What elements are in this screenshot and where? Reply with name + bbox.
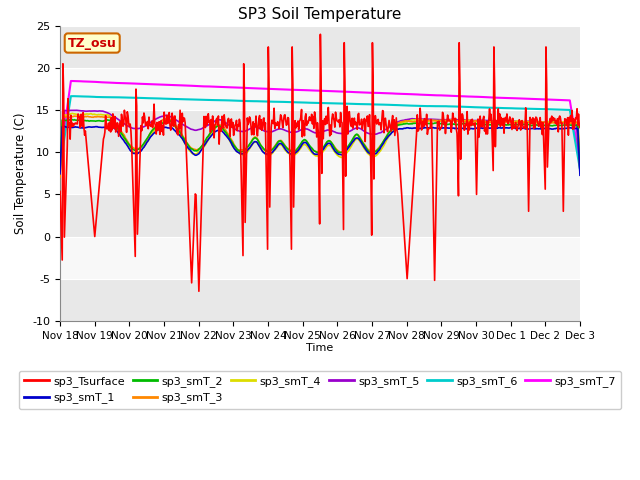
Text: TZ_osu: TZ_osu xyxy=(68,36,116,49)
sp3_smT_2 xyxy=(384,132,392,138)
sp3_smT_5 xyxy=(120,120,127,126)
sp3_smT_4 xyxy=(399,120,406,126)
Line: sp3_smT_3: sp3_smT_3 xyxy=(60,116,580,177)
Bar xyxy=(60,110,580,152)
Line: sp3_Tsurface: sp3_Tsurface xyxy=(60,34,580,291)
sp3_smT_2 xyxy=(173,125,180,131)
sp3_Tsurface xyxy=(317,31,324,37)
sp3_smT_1 xyxy=(173,129,180,135)
sp3_Tsurface xyxy=(66,120,74,126)
sp3_smT_6 xyxy=(399,102,406,108)
Line: sp3_smT_4: sp3_smT_4 xyxy=(60,113,580,176)
sp3_smT_4 xyxy=(56,173,64,179)
sp3_smT_3 xyxy=(56,174,64,180)
sp3_Tsurface xyxy=(56,189,64,194)
sp3_smT_4 xyxy=(576,163,584,169)
Line: sp3_smT_1: sp3_smT_1 xyxy=(60,126,580,175)
sp3_smT_7 xyxy=(120,80,127,86)
sp3_smT_6 xyxy=(173,96,180,102)
Line: sp3_smT_5: sp3_smT_5 xyxy=(60,110,580,173)
sp3_Tsurface xyxy=(119,123,127,129)
sp3_smT_6 xyxy=(56,163,64,169)
sp3_smT_2 xyxy=(120,134,127,140)
sp3_smT_3 xyxy=(399,119,406,124)
Line: sp3_smT_2: sp3_smT_2 xyxy=(60,120,580,173)
sp3_smT_1 xyxy=(120,137,127,143)
sp3_Tsurface xyxy=(385,123,392,129)
sp3_smT_5 xyxy=(56,170,64,176)
Bar xyxy=(60,26,580,68)
sp3_smT_4 xyxy=(200,144,208,150)
sp3_Tsurface xyxy=(200,114,208,120)
sp3_smT_7 xyxy=(399,91,406,97)
Bar xyxy=(60,237,580,279)
sp3_smT_3 xyxy=(66,115,74,120)
sp3_smT_1 xyxy=(399,126,406,132)
Bar xyxy=(60,68,580,110)
sp3_smT_5 xyxy=(576,168,584,173)
Bar xyxy=(60,152,580,194)
sp3_smT_1 xyxy=(67,125,74,131)
sp3_smT_7 xyxy=(384,90,392,96)
sp3_smT_4 xyxy=(66,111,74,117)
sp3_smT_3 xyxy=(200,141,208,146)
sp3_smT_6 xyxy=(200,97,208,103)
Title: SP3 Soil Temperature: SP3 Soil Temperature xyxy=(238,7,402,22)
sp3_Tsurface xyxy=(195,288,203,294)
X-axis label: Time: Time xyxy=(307,343,333,353)
sp3_smT_5 xyxy=(73,108,81,113)
sp3_smT_6 xyxy=(120,95,127,100)
sp3_smT_7 xyxy=(56,156,64,162)
sp3_smT_5 xyxy=(173,117,180,123)
sp3_smT_2 xyxy=(399,121,406,127)
sp3_smT_1 xyxy=(384,134,392,140)
sp3_smT_3 xyxy=(576,162,584,168)
sp3_smT_2 xyxy=(68,117,76,122)
sp3_smT_2 xyxy=(56,167,64,173)
Line: sp3_smT_7: sp3_smT_7 xyxy=(60,81,580,164)
sp3_smT_6 xyxy=(384,102,392,108)
sp3_Tsurface xyxy=(576,125,584,131)
sp3_smT_2 xyxy=(576,170,584,176)
sp3_smT_3 xyxy=(173,123,180,129)
sp3_smT_1 xyxy=(200,143,208,149)
sp3_smT_3 xyxy=(70,113,78,119)
sp3_smT_7 xyxy=(576,161,584,167)
sp3_smT_1 xyxy=(576,172,584,178)
sp3_smT_4 xyxy=(384,135,392,141)
Legend: sp3_Tsurface, sp3_smT_1, sp3_smT_2, sp3_smT_3, sp3_smT_4, sp3_smT_5, sp3_smT_6, : sp3_Tsurface, sp3_smT_1, sp3_smT_2, sp3_… xyxy=(19,371,621,409)
sp3_smT_5 xyxy=(66,108,74,113)
Bar xyxy=(60,194,580,237)
sp3_smT_7 xyxy=(68,78,76,84)
sp3_smT_6 xyxy=(68,93,76,99)
sp3_Tsurface xyxy=(399,220,407,226)
sp3_smT_6 xyxy=(576,166,584,172)
sp3_smT_1 xyxy=(56,171,64,177)
sp3_smT_7 xyxy=(200,84,208,89)
sp3_smT_3 xyxy=(384,132,392,137)
sp3_smT_4 xyxy=(120,135,127,141)
sp3_smT_7 xyxy=(66,88,74,94)
sp3_smT_6 xyxy=(66,103,74,108)
sp3_smT_5 xyxy=(399,118,406,123)
sp3_smT_4 xyxy=(173,125,180,131)
Y-axis label: Soil Temperature (C): Soil Temperature (C) xyxy=(14,113,27,234)
Line: sp3_smT_6: sp3_smT_6 xyxy=(60,96,580,169)
sp3_smT_2 xyxy=(66,117,74,123)
sp3_smT_4 xyxy=(68,110,76,116)
Bar xyxy=(60,279,580,321)
sp3_smT_7 xyxy=(173,82,180,88)
sp3_smT_5 xyxy=(384,126,392,132)
sp3_smT_5 xyxy=(200,124,208,130)
sp3_smT_2 xyxy=(200,140,208,146)
sp3_Tsurface xyxy=(172,123,180,129)
sp3_smT_3 xyxy=(120,132,127,137)
sp3_smT_1 xyxy=(61,123,68,129)
